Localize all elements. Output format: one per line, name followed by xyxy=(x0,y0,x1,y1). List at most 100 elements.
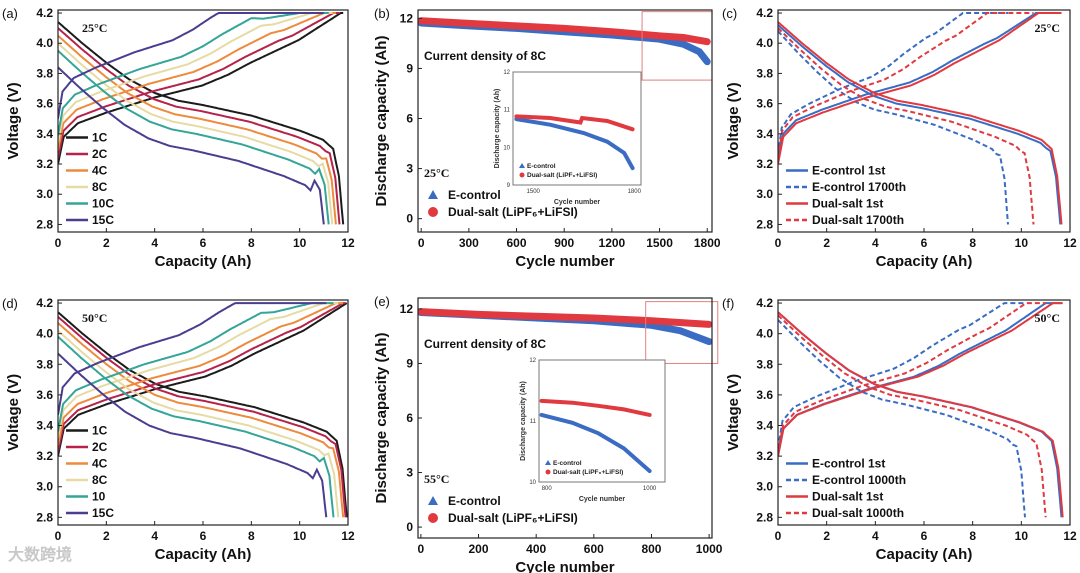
x-tick-label: 0 xyxy=(775,236,782,250)
series-dual-salt xyxy=(418,308,712,328)
x-tick-label: 600 xyxy=(507,236,527,250)
discharge-curve-4c xyxy=(58,34,337,225)
x-tick-label: 1800 xyxy=(694,236,721,250)
y-tick-label: 3.4 xyxy=(36,127,53,141)
x-tick-label: 4 xyxy=(151,236,158,250)
inset-y-tick: 10 xyxy=(503,145,510,151)
x-axis-title: Cycle number xyxy=(515,253,614,270)
x-tick-label: 10 xyxy=(293,236,307,250)
y-tick-label: 4.2 xyxy=(756,6,773,20)
legend-label: E-control 1st xyxy=(812,457,885,471)
inset-y-tick: 10 xyxy=(529,480,536,486)
discharge-curve-e-control-1st xyxy=(778,24,1062,225)
x-tick-label: 4 xyxy=(872,236,879,250)
x-axis-title: Capacity (Ah) xyxy=(155,253,252,270)
x-tick-label: 1500 xyxy=(646,236,673,250)
discharge-curve-10c xyxy=(58,50,330,225)
discharge-curve-dual-salt-1st xyxy=(778,311,1064,518)
charge-curve-1c xyxy=(58,302,348,457)
discharge-curve-4c xyxy=(58,322,345,518)
x-tick-label: 6 xyxy=(200,236,207,250)
charge-curve-e-control-1st xyxy=(778,12,1061,162)
triangle-icon xyxy=(428,496,438,505)
legend-label: 10 xyxy=(92,490,106,504)
y-tick-label: 4.0 xyxy=(36,327,53,341)
discharge-curve-dual-salt-1st xyxy=(778,21,1063,225)
y-tick-label: 2.8 xyxy=(756,217,773,231)
legend-label: Dual-salt 1000th xyxy=(812,506,904,520)
series-dual-salt xyxy=(418,17,711,46)
inset-series-dual-salt xyxy=(539,398,652,417)
legend-label: E-control 1000th xyxy=(812,473,906,487)
y-tick-label: 6 xyxy=(406,411,413,425)
discharge-curve-e-control-1700th xyxy=(778,30,1009,225)
panel-label: (a) xyxy=(2,6,18,21)
y-tick-label: 12 xyxy=(400,302,414,316)
y-tick-label: 3.6 xyxy=(756,388,773,402)
data-point xyxy=(658,34,662,38)
y-tick-label: 9 xyxy=(406,356,413,370)
y-axis-title: Voltage (V) xyxy=(725,82,742,159)
legend-label: E-control xyxy=(448,188,501,202)
panel-label: (d) xyxy=(2,296,18,311)
legend-label: E-control 1st xyxy=(812,164,885,178)
inset-y-axis-title: Discharge capacity (Ah) xyxy=(494,89,501,169)
charge-curve-dual-salt-1st xyxy=(778,302,1063,457)
charge-curve-2c xyxy=(58,302,346,452)
legend-label: Dual-salt 1st xyxy=(812,197,883,211)
legend-label: 4C xyxy=(92,457,108,471)
x-tick-label: 1200 xyxy=(599,236,626,250)
panel-f: 0 2 4 6 8 10 12 2.8 3.0 3.2 3.4 3.6 3.8 4.0 4.2 Capacit… xyxy=(722,296,1077,563)
x-tick-label: 8 xyxy=(969,236,976,250)
y-tick-label: 3.6 xyxy=(36,388,53,402)
inset-legend-label: E-control xyxy=(553,460,582,467)
inset-x-tick: 1000 xyxy=(643,486,657,492)
x-axis-title: Cycle number xyxy=(515,559,614,573)
plot-area xyxy=(418,308,712,346)
data-point xyxy=(610,30,614,34)
y-axis-title: Discharge capacity (Ah) xyxy=(373,333,390,504)
temperature-label: 50°C xyxy=(82,311,107,325)
watermark: 大数跨境 xyxy=(8,545,72,564)
inset-chart: E-control Dual-salt (LiPF₆+LiFSI) 800 1000 1… xyxy=(520,358,666,503)
y-tick-label: 0 xyxy=(406,212,413,226)
y-tick-label: 3.4 xyxy=(36,419,53,433)
plot-area xyxy=(58,12,345,225)
x-tick-label: 0 xyxy=(55,529,62,543)
y-tick-label: 3.4 xyxy=(756,127,773,141)
data-point xyxy=(534,314,538,318)
temperature-label: 25°C xyxy=(82,21,107,35)
circle-icon xyxy=(428,207,438,217)
y-tick-label: 4.0 xyxy=(756,36,773,50)
discharge-curve-15c xyxy=(58,66,325,225)
x-tick-label: 2 xyxy=(103,529,110,543)
y-tick-label: 6 xyxy=(406,111,413,125)
discharge-curve-e-control-1000th xyxy=(778,319,1026,518)
x-tick-label: 6 xyxy=(200,529,207,543)
circle-icon xyxy=(545,469,551,475)
legend-label: 2C xyxy=(92,147,108,161)
charge-curve-2c xyxy=(58,12,340,159)
x-tick-label: 400 xyxy=(526,542,546,556)
discharge-curve-dual-salt-1000th xyxy=(778,314,1047,518)
x-tick-label: 12 xyxy=(341,236,355,250)
y-tick-label: 12 xyxy=(400,11,414,25)
circle-icon xyxy=(428,513,438,523)
y-tick-label: 3.2 xyxy=(756,449,773,463)
y-axis-title: Voltage (V) xyxy=(725,374,742,451)
data-point xyxy=(707,340,711,344)
y-tick-label: 3.0 xyxy=(756,187,773,201)
y-tick-label: 0 xyxy=(406,520,413,534)
inset-frame xyxy=(512,71,642,186)
x-tick-label: 2 xyxy=(103,236,110,250)
inset-series-e-control xyxy=(514,117,635,171)
y-tick-label: 2.8 xyxy=(36,510,53,524)
inset-legend-label: Dual-salt (LiPF₆+LiFSI) xyxy=(553,469,623,476)
discharge-curve-dual-salt-1700th xyxy=(778,27,1035,225)
x-tick-label: 200 xyxy=(469,542,489,556)
panel-b: E-control Dual-salt (LiPF₆+LiFSI) 1500 1800… xyxy=(373,6,721,270)
inset-x-tick: 800 xyxy=(542,486,553,492)
plot-frame xyxy=(417,9,713,233)
charge-curve-dual-salt-1000th xyxy=(778,302,1046,454)
charge-curve-dual-salt-1st xyxy=(778,12,1062,165)
